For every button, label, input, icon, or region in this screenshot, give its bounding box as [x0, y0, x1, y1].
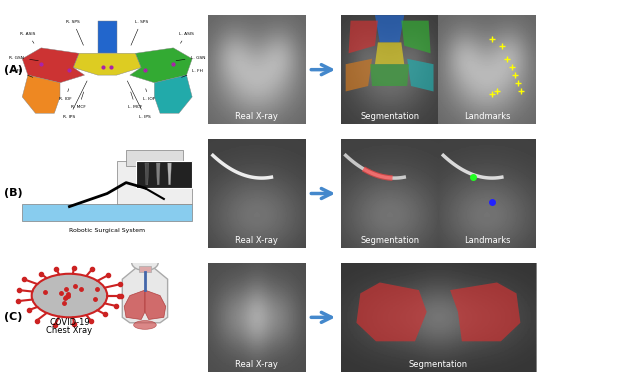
Polygon shape: [375, 15, 404, 43]
Text: Real X-ray: Real X-ray: [236, 236, 278, 245]
Text: R. IOF: R. IOF: [60, 89, 72, 101]
Text: R. GSN: R. GSN: [9, 56, 38, 61]
Polygon shape: [22, 48, 84, 83]
Polygon shape: [168, 163, 172, 185]
Bar: [140, 266, 150, 272]
Polygon shape: [22, 75, 60, 113]
Text: (A): (A): [4, 65, 22, 75]
Text: Chest Xray: Chest Xray: [46, 326, 93, 335]
Polygon shape: [124, 290, 145, 320]
Polygon shape: [450, 283, 520, 341]
Polygon shape: [349, 21, 378, 53]
Text: L. MCF: L. MCF: [129, 92, 143, 109]
Polygon shape: [122, 268, 168, 323]
Text: (C): (C): [4, 312, 22, 322]
Polygon shape: [98, 21, 116, 53]
Text: R. SPS: R. SPS: [67, 20, 83, 45]
Text: L. SPS: L. SPS: [131, 20, 148, 45]
Polygon shape: [22, 204, 192, 221]
Text: R. IPS: R. IPS: [63, 81, 87, 118]
Text: (B): (B): [4, 188, 22, 199]
Polygon shape: [401, 21, 431, 53]
Polygon shape: [145, 163, 148, 185]
Circle shape: [132, 255, 158, 271]
Text: Landmarks: Landmarks: [464, 112, 511, 121]
Text: R. FH: R. FH: [11, 69, 33, 77]
Polygon shape: [407, 59, 433, 91]
Bar: [136, 161, 192, 188]
Ellipse shape: [134, 320, 156, 329]
Polygon shape: [130, 48, 192, 83]
Circle shape: [32, 274, 107, 317]
Text: L. IOF: L. IOF: [143, 89, 155, 101]
Text: COVID-19: COVID-19: [49, 318, 90, 327]
Text: L. IPS: L. IPS: [127, 81, 151, 118]
Bar: [126, 150, 183, 166]
Bar: [116, 161, 192, 204]
Polygon shape: [375, 43, 404, 64]
Text: R. MCF: R. MCF: [72, 92, 86, 109]
Text: Robotic Surgical System: Robotic Surgical System: [69, 228, 145, 233]
Text: Segmentation: Segmentation: [360, 236, 419, 245]
Text: Segmentation: Segmentation: [360, 112, 419, 121]
Text: R. ASIS: R. ASIS: [20, 32, 36, 43]
Polygon shape: [370, 64, 409, 86]
Text: Real X-ray: Real X-ray: [236, 360, 278, 368]
Polygon shape: [346, 59, 372, 91]
Text: Segmentation: Segmentation: [409, 360, 468, 368]
Text: Landmarks: Landmarks: [464, 236, 511, 245]
Text: L. ASIS: L. ASIS: [179, 32, 194, 43]
Polygon shape: [356, 283, 427, 341]
Polygon shape: [154, 75, 192, 113]
Polygon shape: [156, 163, 160, 185]
Text: L. FH: L. FH: [182, 69, 204, 77]
Polygon shape: [145, 290, 166, 320]
Text: L. GSN: L. GSN: [176, 56, 205, 61]
Polygon shape: [73, 53, 141, 75]
Text: Real X-ray: Real X-ray: [236, 112, 278, 121]
